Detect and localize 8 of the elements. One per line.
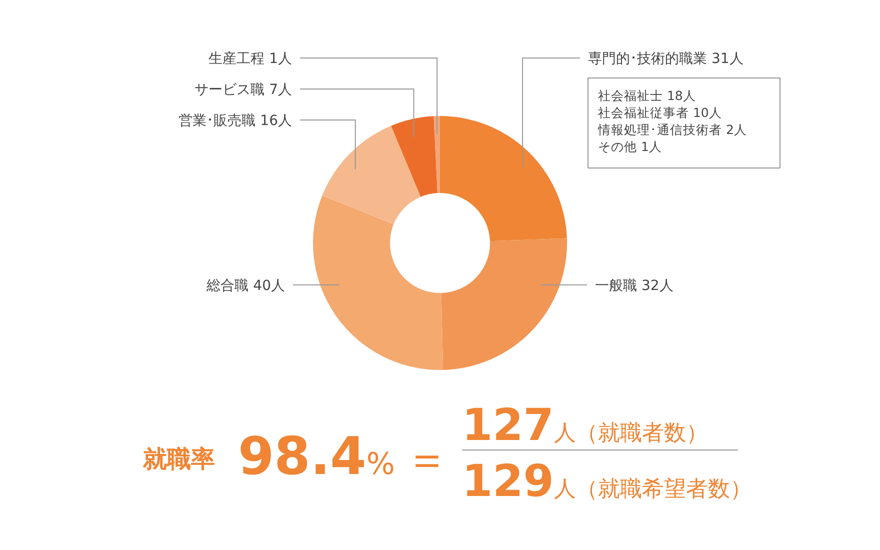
slice-label: 一般職 32人 [595, 278, 674, 294]
slice-label: サービス職 7人 [194, 82, 292, 98]
detail-box: 社会福祉士 18人 社会福祉従事者 10人 情報処理･通信技術者 2人 その他 1人 [588, 78, 780, 168]
slice-label: 営業･販売職 16人 [178, 113, 292, 129]
formula: 就職率 98.4% ＝ 127人（就職者数） 129人（就職希望者数） [143, 400, 752, 507]
slice-label: 生産工程 1人 [208, 51, 292, 67]
slice-label: 専門的･技術的職業 31人 [588, 51, 744, 67]
slice-label: 総合職 40人 [206, 278, 285, 294]
